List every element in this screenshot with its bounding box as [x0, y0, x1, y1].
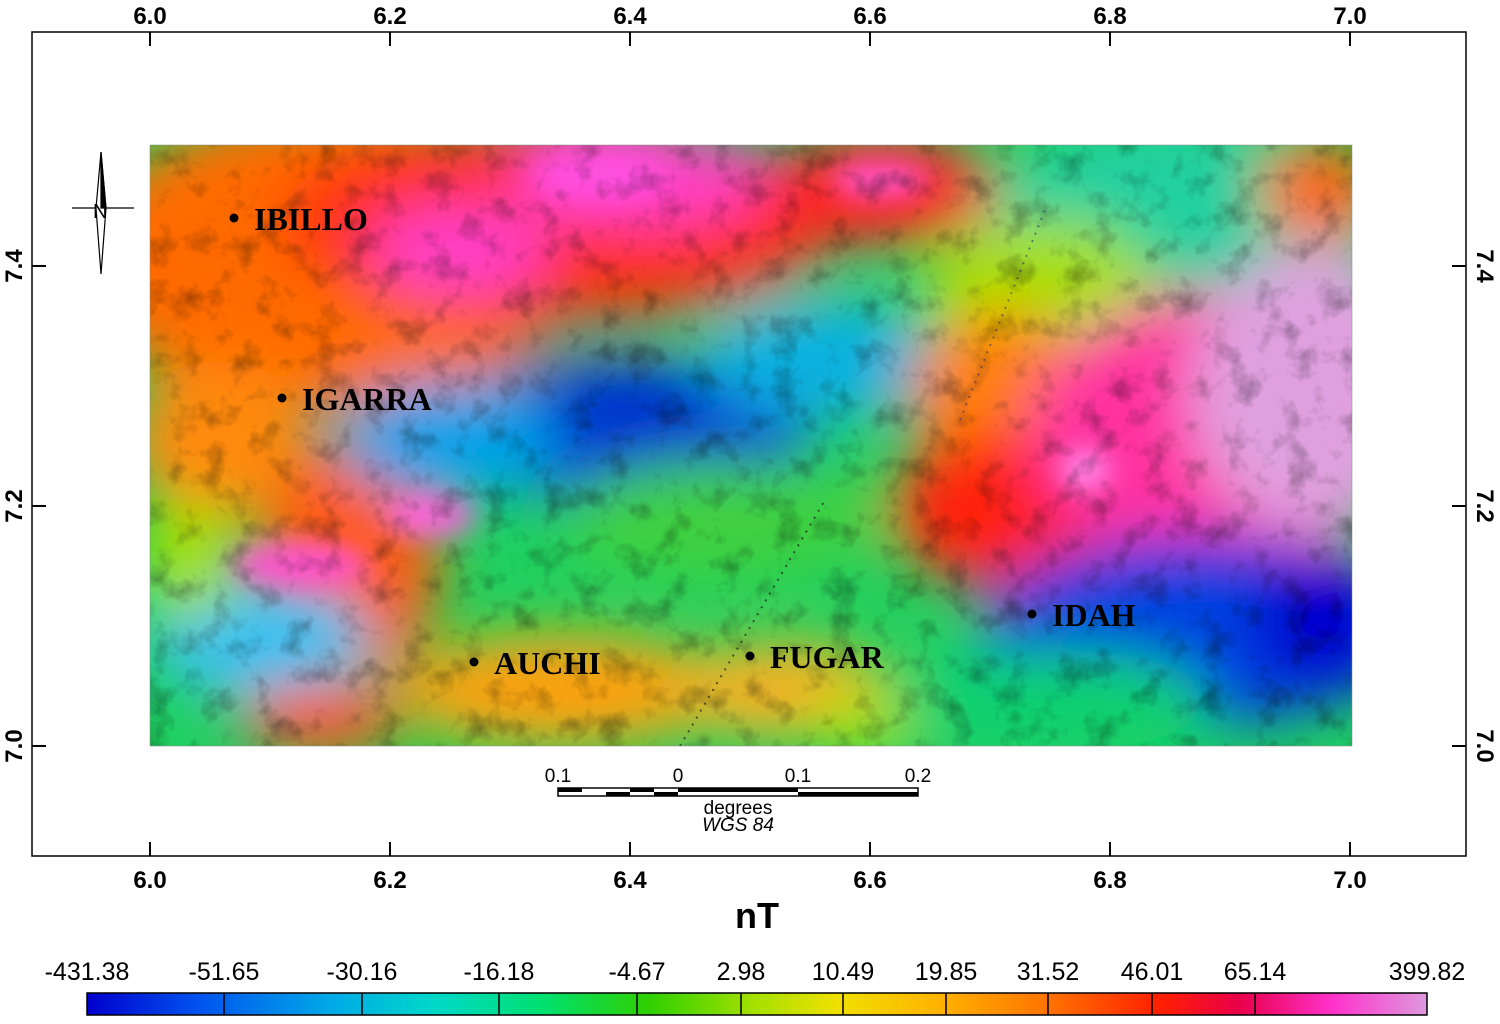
top-longitude-labels: 6.0 6.2 6.4 6.6 6.8 7.0 — [133, 3, 1366, 30]
scale-label: 0.2 — [905, 766, 931, 787]
town-label: AUCHI — [494, 645, 601, 681]
colorbar-label: -431.38 — [45, 958, 130, 986]
colorbar-dividers — [223, 993, 1256, 1015]
colorbar-label: 19.85 — [915, 958, 978, 986]
north-arrow-label: N — [93, 201, 107, 223]
y-tick-right-label: 7.2 — [1471, 489, 1498, 522]
axis-ticks — [32, 32, 1466, 856]
colorbar-label: -30.16 — [327, 958, 398, 986]
town-label: IDAH — [1052, 597, 1136, 633]
town-label: FUGAR — [770, 639, 885, 675]
y-tick-left-label: 7.0 — [1, 729, 28, 762]
colorbar-unit: nT — [735, 895, 779, 936]
colorbar-label: 46.01 — [1121, 958, 1184, 986]
towns-layer: IBILLO IGARRA AUCHI FUGAR IDAH — [229, 201, 1136, 681]
x-tick-bottom-label: 6.8 — [1093, 867, 1126, 894]
y-tick-left-label: 7.2 — [1, 489, 28, 522]
town-label: IBILLO — [254, 201, 368, 237]
bottom-longitude-labels: 6.0 6.2 6.4 6.6 6.8 7.0 — [133, 867, 1366, 894]
x-tick-top-label: 6.2 — [373, 3, 406, 30]
colorbar-label: 10.49 — [812, 958, 875, 986]
colorbar-label: 65.14 — [1224, 958, 1287, 986]
scale-label: 0.1 — [785, 766, 811, 787]
x-tick-top-label: 6.6 — [853, 3, 886, 30]
x-tick-bottom-label: 6.6 — [853, 867, 886, 894]
colorbar-label: 399.82 — [1389, 958, 1465, 986]
magnetic-anomaly-raster — [150, 145, 1352, 746]
x-tick-top-label: 6.4 — [613, 3, 647, 30]
y-tick-right-label: 7.4 — [1471, 249, 1498, 283]
town-marker — [1027, 609, 1037, 619]
x-tick-top-label: 6.8 — [1093, 3, 1126, 30]
colorbar-label: 2.98 — [717, 958, 766, 986]
x-tick-bottom-label: 6.0 — [133, 867, 166, 894]
y-tick-left-label: 7.4 — [1, 249, 28, 283]
scale-unit: degrees — [704, 798, 773, 819]
y-tick-right-label: 7.0 — [1471, 729, 1498, 762]
colorbar-labels: -431.38 -51.65 -30.16 -16.18 -4.67 2.98 … — [45, 958, 1466, 986]
x-tick-top-label: 7.0 — [1333, 3, 1366, 30]
scale-label: 0 — [673, 766, 684, 787]
colorbar-label: -16.18 — [464, 958, 535, 986]
scale-label: 0.1 — [545, 766, 571, 787]
town-marker — [745, 651, 755, 661]
north-arrow-icon: N — [72, 151, 134, 275]
town-marker — [277, 393, 287, 403]
x-tick-bottom-label: 7.0 — [1333, 867, 1366, 894]
colorbar-label: -51.65 — [189, 958, 260, 986]
scale-datum: WGS 84 — [702, 815, 774, 836]
scale-bar: 0.1 0 0.1 0.2 degrees WGS 84 — [545, 766, 931, 836]
town-marker — [229, 213, 239, 223]
left-latitude-labels: 7.4 7.2 7.0 — [1, 249, 28, 763]
x-tick-top-label: 6.0 — [133, 3, 166, 30]
town-marker — [469, 657, 479, 667]
colorbar — [86, 992, 1428, 1016]
colorbar-label: -4.67 — [609, 958, 666, 986]
town-label: IGARRA — [302, 381, 432, 417]
right-latitude-labels: 7.4 7.2 7.0 — [1471, 249, 1498, 762]
colorbar-label: 31.52 — [1017, 958, 1080, 986]
x-tick-bottom-label: 6.2 — [373, 867, 406, 894]
x-tick-bottom-label: 6.4 — [613, 867, 647, 894]
